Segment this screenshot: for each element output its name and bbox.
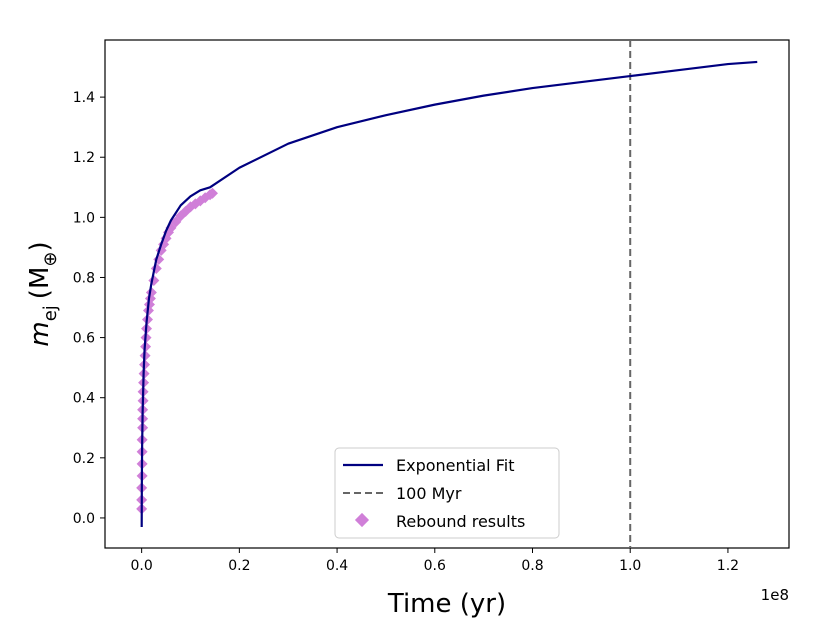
- legend-box: [334, 447, 560, 539]
- x-tick-label: 0.6: [424, 558, 446, 574]
- x-tick-label: 0.4: [326, 558, 348, 574]
- y-tick-label: 0.4: [73, 391, 95, 407]
- y-axis-ticks: 0.0 0.2 0.4 0.6 0.8 1.0 1.2 1.4: [73, 90, 105, 527]
- y-tick-label: 1.4: [73, 90, 95, 106]
- y-axis-title: mej (M⊕): [25, 241, 61, 346]
- exponential-fit-line: [140, 60, 758, 527]
- svg-text:mej(M⊕): mej (M⊕): [25, 241, 61, 346]
- y-axis-title-unit-subscript: ⊕: [40, 252, 61, 267]
- rebound-results-series: [136, 187, 218, 515]
- y-tick-label: 0.2: [73, 451, 95, 467]
- y-tick-label: 1.2: [73, 150, 95, 166]
- legend-rebound-results-label: Rebound results: [396, 512, 525, 531]
- plot-area-frame: [104, 39, 790, 549]
- x-tick-label: 1.2: [717, 558, 739, 574]
- x-axis-title: Time (yr): [387, 589, 506, 619]
- y-axis-title-subscript: ej: [40, 305, 61, 321]
- x-tick-label: 0.0: [131, 558, 153, 574]
- y-axis-title-symbol: m: [25, 321, 55, 346]
- rebound-point: [206, 187, 218, 199]
- legend: Exponential Fit 100 Myr Rebound results: [334, 447, 560, 539]
- y-tick-label: 0.6: [73, 331, 95, 347]
- x-tick-label: 0.2: [228, 558, 250, 574]
- y-axis-title-close: ): [25, 241, 55, 251]
- y-tick-label: 0.0: [73, 511, 95, 527]
- y-tick-label: 0.8: [73, 270, 95, 286]
- x-tick-label: 1.0: [619, 558, 641, 574]
- y-axis-title-unit: (M: [25, 267, 55, 300]
- legend-100-myr-label: 100 Myr: [396, 484, 462, 503]
- x-axis-ticks: 0.0 0.2 0.4 0.6 0.8 1.0 1.2: [131, 548, 739, 574]
- plot-layer: [136, 40, 758, 548]
- x-tick-label: 0.8: [521, 558, 543, 574]
- x-axis-offset-label: 1e8: [761, 586, 789, 604]
- legend-exponential-fit-label: Exponential Fit: [396, 456, 514, 475]
- y-tick-label: 1.0: [73, 210, 95, 226]
- legend-rebound-results-marker: [354, 512, 370, 528]
